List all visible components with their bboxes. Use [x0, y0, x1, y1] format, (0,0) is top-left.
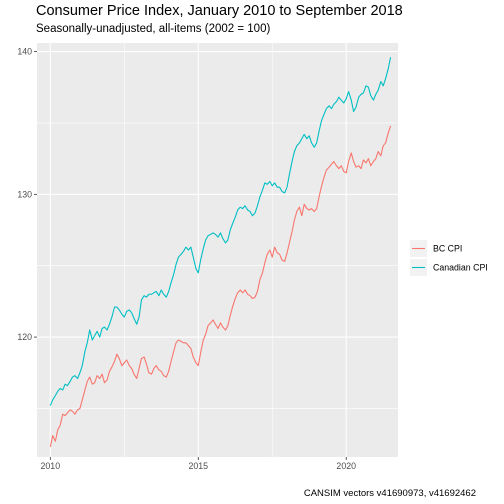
x-axis: 2010 2015 2020: [41, 457, 356, 471]
grid-minor: [37, 43, 398, 457]
y-tick-label: 140: [17, 47, 32, 57]
series-line-2: [49, 57, 392, 406]
grid-major: [37, 43, 398, 457]
chart-subtitle: Seasonally-unadjusted, all-items (2002 =…: [36, 23, 271, 35]
chart-caption: CANSIM vectors v41690973, v41692462: [303, 488, 476, 499]
x-tick-label: 2020: [336, 461, 356, 471]
plot-panel: [37, 43, 398, 457]
series-line-1: [49, 125, 392, 448]
series-lines: [49, 57, 392, 448]
chart-title: Consumer Price Index, January 2010 to Se…: [36, 3, 403, 19]
legend: BC CPI Canadian CPI: [410, 240, 488, 276]
y-tick-label: 120: [17, 332, 32, 342]
y-tick-label: 130: [17, 189, 32, 199]
x-tick-label: 2010: [41, 461, 61, 471]
legend-label: Canadian CPI: [433, 263, 488, 273]
x-tick-label: 2015: [188, 461, 208, 471]
legend-label: BC CPI: [433, 244, 462, 254]
y-axis: 120 130 140: [17, 47, 37, 342]
